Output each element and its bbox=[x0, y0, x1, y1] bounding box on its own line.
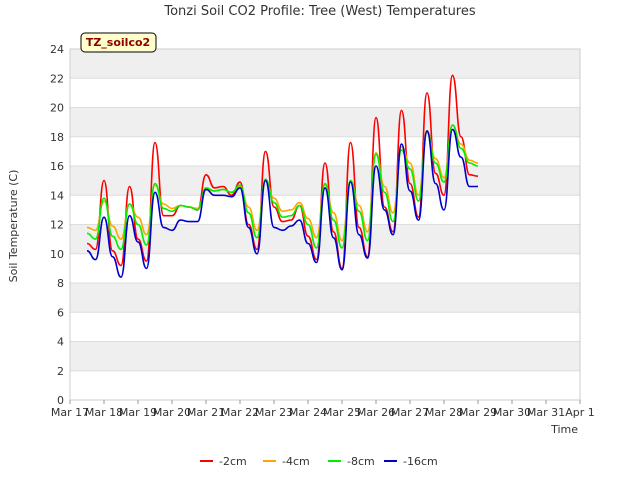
x-tick-label: Mar 18 bbox=[85, 406, 123, 419]
x-axis-label: Time bbox=[550, 423, 578, 436]
series-lines bbox=[86, 74, 479, 278]
x-tick-label: Mar 31 bbox=[527, 406, 565, 419]
x-tick-label: Mar 21 bbox=[187, 406, 225, 419]
x-tick-label: Mar 29 bbox=[459, 406, 497, 419]
chart-title: Tonzi Soil CO2 Profile: Tree (West) Temp… bbox=[163, 4, 476, 19]
y-tick-label: 12 bbox=[50, 219, 64, 232]
y-tick-label: 20 bbox=[50, 102, 64, 115]
plot-frame bbox=[69, 48, 581, 401]
grid-bands bbox=[70, 49, 580, 371]
x-tick-label: Mar 17 bbox=[51, 406, 89, 419]
grid-band bbox=[70, 341, 580, 371]
legend-label: -4cm bbox=[282, 455, 310, 468]
y-axis-label: Soil Temperature (C) bbox=[7, 170, 20, 283]
x-tick-label: Mar 30 bbox=[493, 406, 531, 419]
y-tick-label: 22 bbox=[50, 72, 64, 85]
grid-band bbox=[70, 107, 580, 137]
legend: -2cm -4cm -8cm -16cm bbox=[200, 455, 438, 468]
x-tick-label: Mar 25 bbox=[323, 406, 361, 419]
site-label-box: TZ_soilco2 bbox=[80, 32, 157, 53]
x-tick-label: Apr 1 bbox=[565, 406, 595, 419]
y-tick-label: 24 bbox=[50, 43, 64, 56]
y-tick-label: 14 bbox=[50, 189, 64, 202]
grid-band bbox=[70, 166, 580, 196]
legend-label: -16cm bbox=[403, 455, 438, 468]
y-tick-label: 0 bbox=[57, 394, 64, 407]
grid-band bbox=[70, 49, 580, 79]
x-tick-label: Mar 19 bbox=[119, 406, 157, 419]
y-tick-label: 6 bbox=[57, 306, 64, 319]
site-label-background bbox=[80, 32, 157, 53]
grid-band bbox=[70, 283, 580, 313]
series-line-minus-8cm bbox=[86, 124, 479, 251]
x-tick-label: Mar 24 bbox=[289, 406, 327, 419]
x-tick-label: Mar 28 bbox=[425, 406, 463, 419]
y-tick-label: 2 bbox=[57, 365, 64, 378]
x-tick-label: Mar 26 bbox=[357, 406, 395, 419]
legend-label: -2cm bbox=[219, 455, 247, 468]
y-tick-label: 18 bbox=[50, 131, 64, 144]
x-tick-label: Mar 20 bbox=[153, 406, 191, 419]
series-line-minus-16cm bbox=[86, 128, 478, 278]
grid-band bbox=[70, 224, 580, 254]
x-tick-label: Mar 27 bbox=[391, 406, 429, 419]
x-tick-label: Mar 23 bbox=[255, 406, 293, 419]
x-tick-label: Mar 22 bbox=[221, 406, 259, 419]
site-label: TZ_soilco2 bbox=[86, 36, 150, 49]
y-tick-label: 8 bbox=[57, 277, 64, 290]
y-tick-label: 4 bbox=[57, 336, 64, 349]
y-tick-label: 16 bbox=[50, 160, 64, 173]
legend-label: -8cm bbox=[347, 455, 375, 468]
y-tick-label: 10 bbox=[50, 248, 64, 261]
